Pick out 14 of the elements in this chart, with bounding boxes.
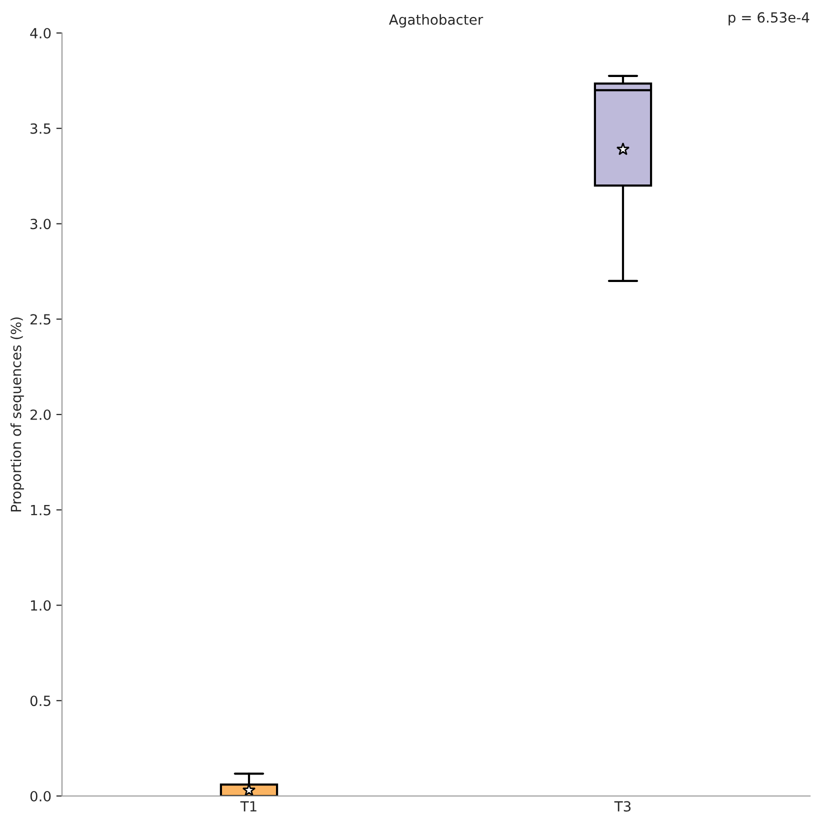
y-tick-label: 3.0 <box>30 218 51 230</box>
x-tick-label: T3 <box>614 801 631 812</box>
chart-title: Agathobacter <box>388 14 484 28</box>
text: p = 6.53e-4 <box>728 12 810 26</box>
y-tick-label: 2.5 <box>30 314 50 325</box>
x-tick-label: T1 <box>240 801 256 812</box>
y-tick-label: 1.5 <box>31 505 50 516</box>
y-axis-title: Proportion of sequences (%) <box>10 317 24 512</box>
y-tick-label: 0.5 <box>30 696 50 706</box>
y-tick-label: 2.0 <box>30 409 51 420</box>
y-tick-label: 3.5 <box>30 123 50 134</box>
y-tick-label: 0.0 <box>30 790 51 802</box>
y-tick-label: 1.0 <box>31 600 51 611</box>
y-tick-label: 4.0 <box>30 28 51 38</box>
